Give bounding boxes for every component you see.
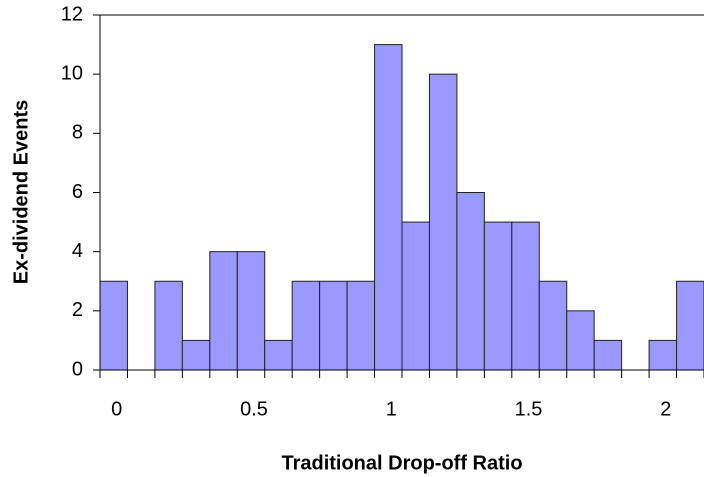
- bar: [374, 44, 403, 371]
- bar: [428, 73, 458, 371]
- bar: [511, 221, 540, 371]
- bar: [676, 280, 704, 371]
- x-tick-label: 0: [111, 398, 122, 420]
- y-axis-title: Ex-dividend Events: [10, 100, 32, 285]
- x-tick-label: 1: [386, 398, 397, 420]
- bar: [456, 192, 485, 371]
- y-tick-label: 6: [72, 181, 83, 203]
- x-tick-label: 0.5: [240, 398, 268, 420]
- bar: [483, 221, 513, 371]
- y-tick-label: 10: [61, 62, 83, 84]
- bar: [209, 251, 238, 371]
- bar: [291, 280, 321, 371]
- bar: [319, 280, 348, 371]
- y-tick-label: 2: [72, 299, 83, 321]
- bar: [236, 251, 266, 371]
- y-tick-label: 12: [61, 3, 83, 25]
- bar: [648, 339, 678, 371]
- y-tick-label: 4: [72, 240, 83, 262]
- bar: [346, 280, 376, 371]
- bar: [538, 280, 568, 371]
- bar: [264, 339, 293, 371]
- y-tick-label: 0: [72, 358, 83, 380]
- bar: [566, 310, 595, 371]
- bar: [401, 221, 430, 371]
- bar: [154, 280, 183, 371]
- y-tick-label: 8: [72, 122, 83, 144]
- bar: [593, 339, 623, 371]
- x-tick-label: 1.5: [515, 398, 543, 420]
- x-axis-title: Traditional Drop-off Ratio: [281, 452, 522, 474]
- bar: [181, 339, 211, 371]
- bar: [99, 280, 128, 371]
- x-tick-label: 2: [660, 398, 671, 420]
